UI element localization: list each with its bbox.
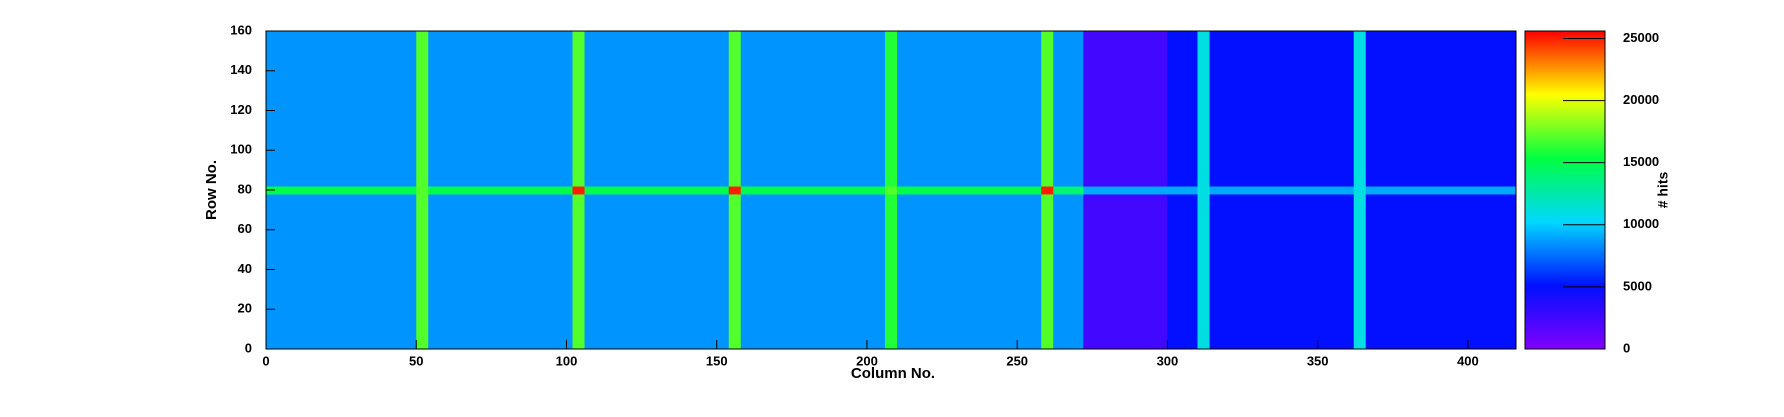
y-tick-label: 100: [230, 142, 252, 157]
heatmap-cell: [572, 31, 586, 187]
heatmap-cell: [1197, 31, 1211, 187]
heatmap-cell: [416, 186, 429, 195]
heatmap-cell: [1365, 186, 1517, 195]
heatmap-cell: [884, 31, 898, 187]
heatmap-cell: [416, 193, 429, 350]
heatmap-cell: [740, 186, 886, 195]
colorbar: [1524, 30, 1606, 350]
heatmap-cell: [1353, 31, 1367, 187]
heatmap-cell: [1365, 193, 1517, 350]
heatmap-cell: [1041, 193, 1054, 350]
heatmap-cell: [1041, 186, 1054, 195]
x-tick-label: 300: [1157, 353, 1179, 368]
colorbar-tick-label: 25000: [1623, 30, 1659, 45]
heatmap-cell: [884, 186, 898, 195]
x-axis-label: Column No.: [851, 365, 935, 382]
heatmap-cell: [1209, 31, 1355, 187]
x-tick-label: 350: [1307, 353, 1329, 368]
heatmap-cell: [1083, 193, 1168, 350]
heatmap-cell: [428, 193, 573, 350]
x-tick-label: 200: [856, 353, 878, 368]
x-tick-label: 400: [1457, 353, 1479, 368]
heatmap-cell: [428, 186, 573, 195]
y-tick-label: 60: [238, 221, 252, 236]
heatmap-cell: [428, 31, 573, 187]
heatmap-cell: [1209, 193, 1355, 350]
heatmap-cell: [728, 193, 742, 350]
heatmap-cell: [416, 31, 429, 187]
x-tick-label: 0: [262, 353, 269, 368]
heatmap-cell: [1053, 31, 1084, 187]
y-tick-label: 120: [230, 102, 252, 117]
y-tick-label: 40: [238, 261, 252, 276]
heatmap-cell: [740, 193, 886, 350]
y-tick-label: 0: [245, 340, 252, 355]
x-tick-label: 50: [409, 353, 423, 368]
heatmap-cell: [1197, 193, 1211, 350]
x-tick-label: 250: [1006, 353, 1028, 368]
y-tick-label: 20: [238, 301, 252, 316]
heatmap-cell: [1209, 186, 1355, 195]
heatmap-cell: [1353, 193, 1367, 350]
heatmap-cell: [584, 186, 730, 195]
heatmap-cell: [266, 186, 417, 195]
heatmap-cell: [884, 193, 898, 350]
heatmap-cell: [897, 193, 1042, 350]
heatmap-cell: [1167, 186, 1198, 195]
y-tick-label: 140: [230, 62, 252, 77]
heatmap-cell: [584, 193, 730, 350]
colorbar-tick-label: 5000: [1623, 278, 1652, 293]
x-tick-label: 150: [706, 353, 728, 368]
heatmap-cell: [584, 31, 730, 187]
heatmap-cell: [1353, 186, 1367, 195]
heatmap-cell: [1041, 31, 1054, 187]
colorbar-tick-label: 20000: [1623, 92, 1659, 107]
heatmap-cell: [1083, 31, 1168, 187]
x-tick-label: 100: [556, 353, 578, 368]
heatmap-cell: [897, 186, 1042, 195]
colorbar-tick-label: 0: [1623, 340, 1630, 355]
heatmap-cell: [1053, 186, 1084, 195]
heatmap-cell: [266, 31, 417, 187]
colorbar-tick-label: 15000: [1623, 154, 1659, 169]
heatmap-cell: [728, 186, 742, 195]
y-axis-label: Row No.: [203, 160, 220, 220]
colorbar-tick-label: 10000: [1623, 216, 1659, 231]
heatmap-cell: [728, 31, 742, 187]
colorbar-label: # hits: [1655, 172, 1671, 209]
heatmap-cell: [572, 186, 586, 195]
heatmap-cell: [740, 31, 886, 187]
heatmap-cell: [1083, 186, 1168, 195]
heatmap-cell: [266, 193, 417, 350]
heatmap-cell: [1167, 193, 1198, 350]
heatmap-cell: [1167, 31, 1198, 187]
y-tick-label: 160: [230, 22, 252, 37]
heatmap-cell: [897, 31, 1042, 187]
heatmap-cell: [1053, 193, 1084, 350]
heatmap-cell: [1365, 31, 1517, 187]
heatmap-cell: [1197, 186, 1211, 195]
y-tick-label: 80: [238, 181, 252, 196]
heatmap-cell: [572, 193, 586, 350]
